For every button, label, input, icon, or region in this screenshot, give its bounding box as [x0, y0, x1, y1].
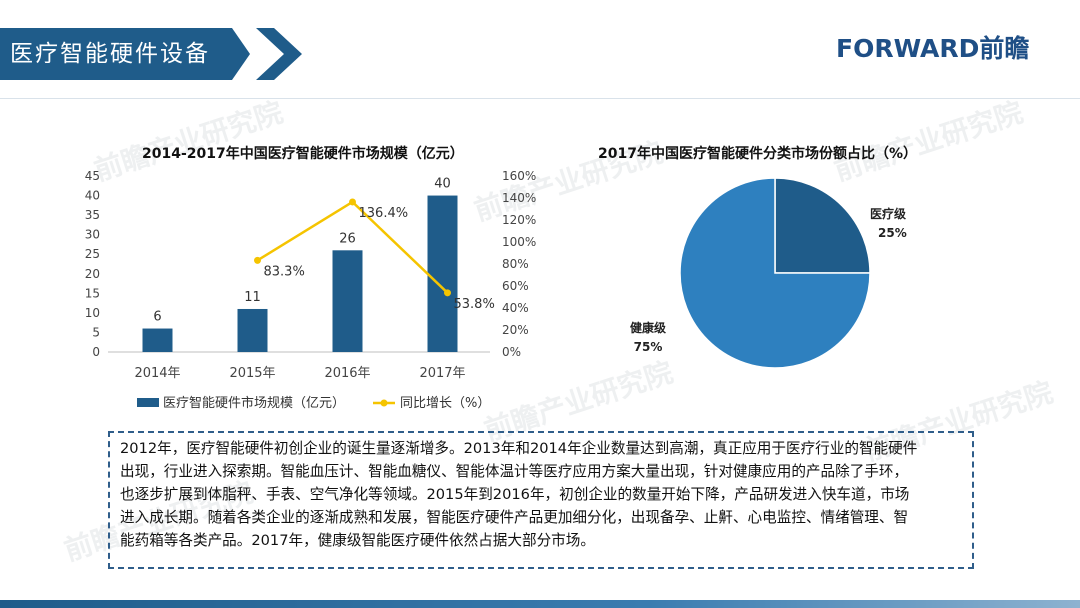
y2-axis-tick-label: 80% — [502, 257, 529, 271]
description-box: 2012年，医疗智能硬件初创企业的诞生量逐渐增多。2013年和2014年企业数量… — [108, 431, 974, 569]
pie-slice — [679, 177, 871, 369]
x-axis-tick-label: 2014年 — [134, 366, 180, 381]
description-line: 进入成长期。随着各类企业的逐渐成熟和发展，智能医疗硬件产品更加细分化，出现备孕、… — [120, 509, 909, 526]
y2-axis-tick-label: 100% — [502, 235, 536, 249]
y2-axis-tick-label: 140% — [502, 191, 536, 205]
bar-data-label: 40 — [434, 177, 451, 192]
footer-bar — [0, 600, 1080, 608]
bar-data-label: 11 — [244, 290, 261, 305]
bar — [332, 250, 363, 352]
pie-slice-value: 75% — [634, 340, 663, 354]
y2-axis-tick-label: 0% — [502, 345, 521, 359]
legend-swatch-bar — [137, 398, 159, 407]
y2-axis-tick-label: 40% — [502, 301, 529, 315]
header-divider — [0, 98, 1080, 99]
bar-data-label: 26 — [339, 231, 356, 246]
pie-slice — [774, 177, 871, 274]
y-axis-tick-label: 10 — [85, 306, 100, 320]
bar — [427, 195, 458, 352]
market-size-chart: 0 5 10 15 20 25 30 35 40 45 0% 20% 40% 60% 80% 100% 120%… — [85, 169, 537, 411]
description-line: 出现，行业进入探索期。智能血压计、智能血糖仪、智能体温计等医疗应用方案大量出现，… — [120, 463, 909, 480]
y-axis-tick-label: 30 — [85, 228, 100, 242]
y2-axis-tick-label: 60% — [502, 279, 529, 293]
pie-slice-value: 25% — [878, 226, 907, 240]
growth-data-label: 83.3% — [264, 264, 305, 279]
bar — [237, 308, 268, 352]
growth-point — [444, 289, 451, 297]
description-line: 能药箱等各类产品。2017年，健康级智能医疗硬件依然占据大部分市场。 — [120, 532, 595, 549]
y2-axis-tick-label: 120% — [502, 213, 536, 227]
description-line: 也逐步扩展到体脂秤、手表、空气净化等领域。2015年到2016年，初创企业的数量… — [120, 486, 910, 503]
pie-slice-label: 医疗级 — [870, 206, 906, 221]
market-share-pie-chart: 医疗级 25% 健康级 75% — [630, 177, 907, 369]
y-axis-tick-label: 5 — [92, 325, 100, 339]
bar — [142, 328, 173, 352]
legend-swatch-marker — [380, 399, 388, 407]
y2-axis-tick-label: 20% — [502, 323, 529, 337]
y-axis-tick-label: 45 — [85, 169, 100, 183]
y-axis-tick-label: 25 — [85, 247, 100, 261]
y-axis-tick-label: 15 — [85, 286, 100, 300]
growth-data-label: 53.8% — [454, 297, 495, 312]
y-axis-tick-label: 20 — [85, 267, 100, 281]
legend-label-line: 同比增长（%） — [400, 396, 490, 411]
x-axis-tick-label: 2015年 — [229, 366, 275, 381]
legend-label-bar: 医疗智能硬件市场规模（亿元） — [163, 395, 345, 411]
header-arrow-decoration — [256, 28, 302, 80]
x-axis-tick-label: 2016年 — [324, 366, 370, 381]
growth-point — [254, 256, 261, 264]
growth-point — [349, 198, 356, 206]
pie-slice-label: 健康级 — [630, 320, 666, 335]
page-title: 医疗智能硬件设备 — [10, 41, 210, 67]
y2-axis-tick-label: 160% — [502, 169, 536, 183]
pie-chart-title: 2017年中国医疗智能硬件分类市场份额占比（%） — [598, 146, 917, 162]
y-axis-tick-label: 0 — [92, 345, 100, 359]
bar-data-label: 6 — [153, 310, 161, 325]
brand-logo: FORWARD前瞻 — [836, 34, 1030, 63]
y-axis-tick-label: 40 — [85, 189, 100, 203]
header-banner — [0, 28, 250, 80]
growth-data-label: 136.4% — [359, 206, 409, 221]
x-axis-tick-label: 2017年 — [419, 366, 465, 381]
bar-chart-title: 2014-2017年中国医疗智能硬件市场规模（亿元） — [142, 146, 464, 162]
y-axis-tick-label: 35 — [85, 208, 100, 222]
description-line: 2012年，医疗智能硬件初创企业的诞生量逐渐增多。2013年和2014年企业数量… — [120, 440, 918, 457]
